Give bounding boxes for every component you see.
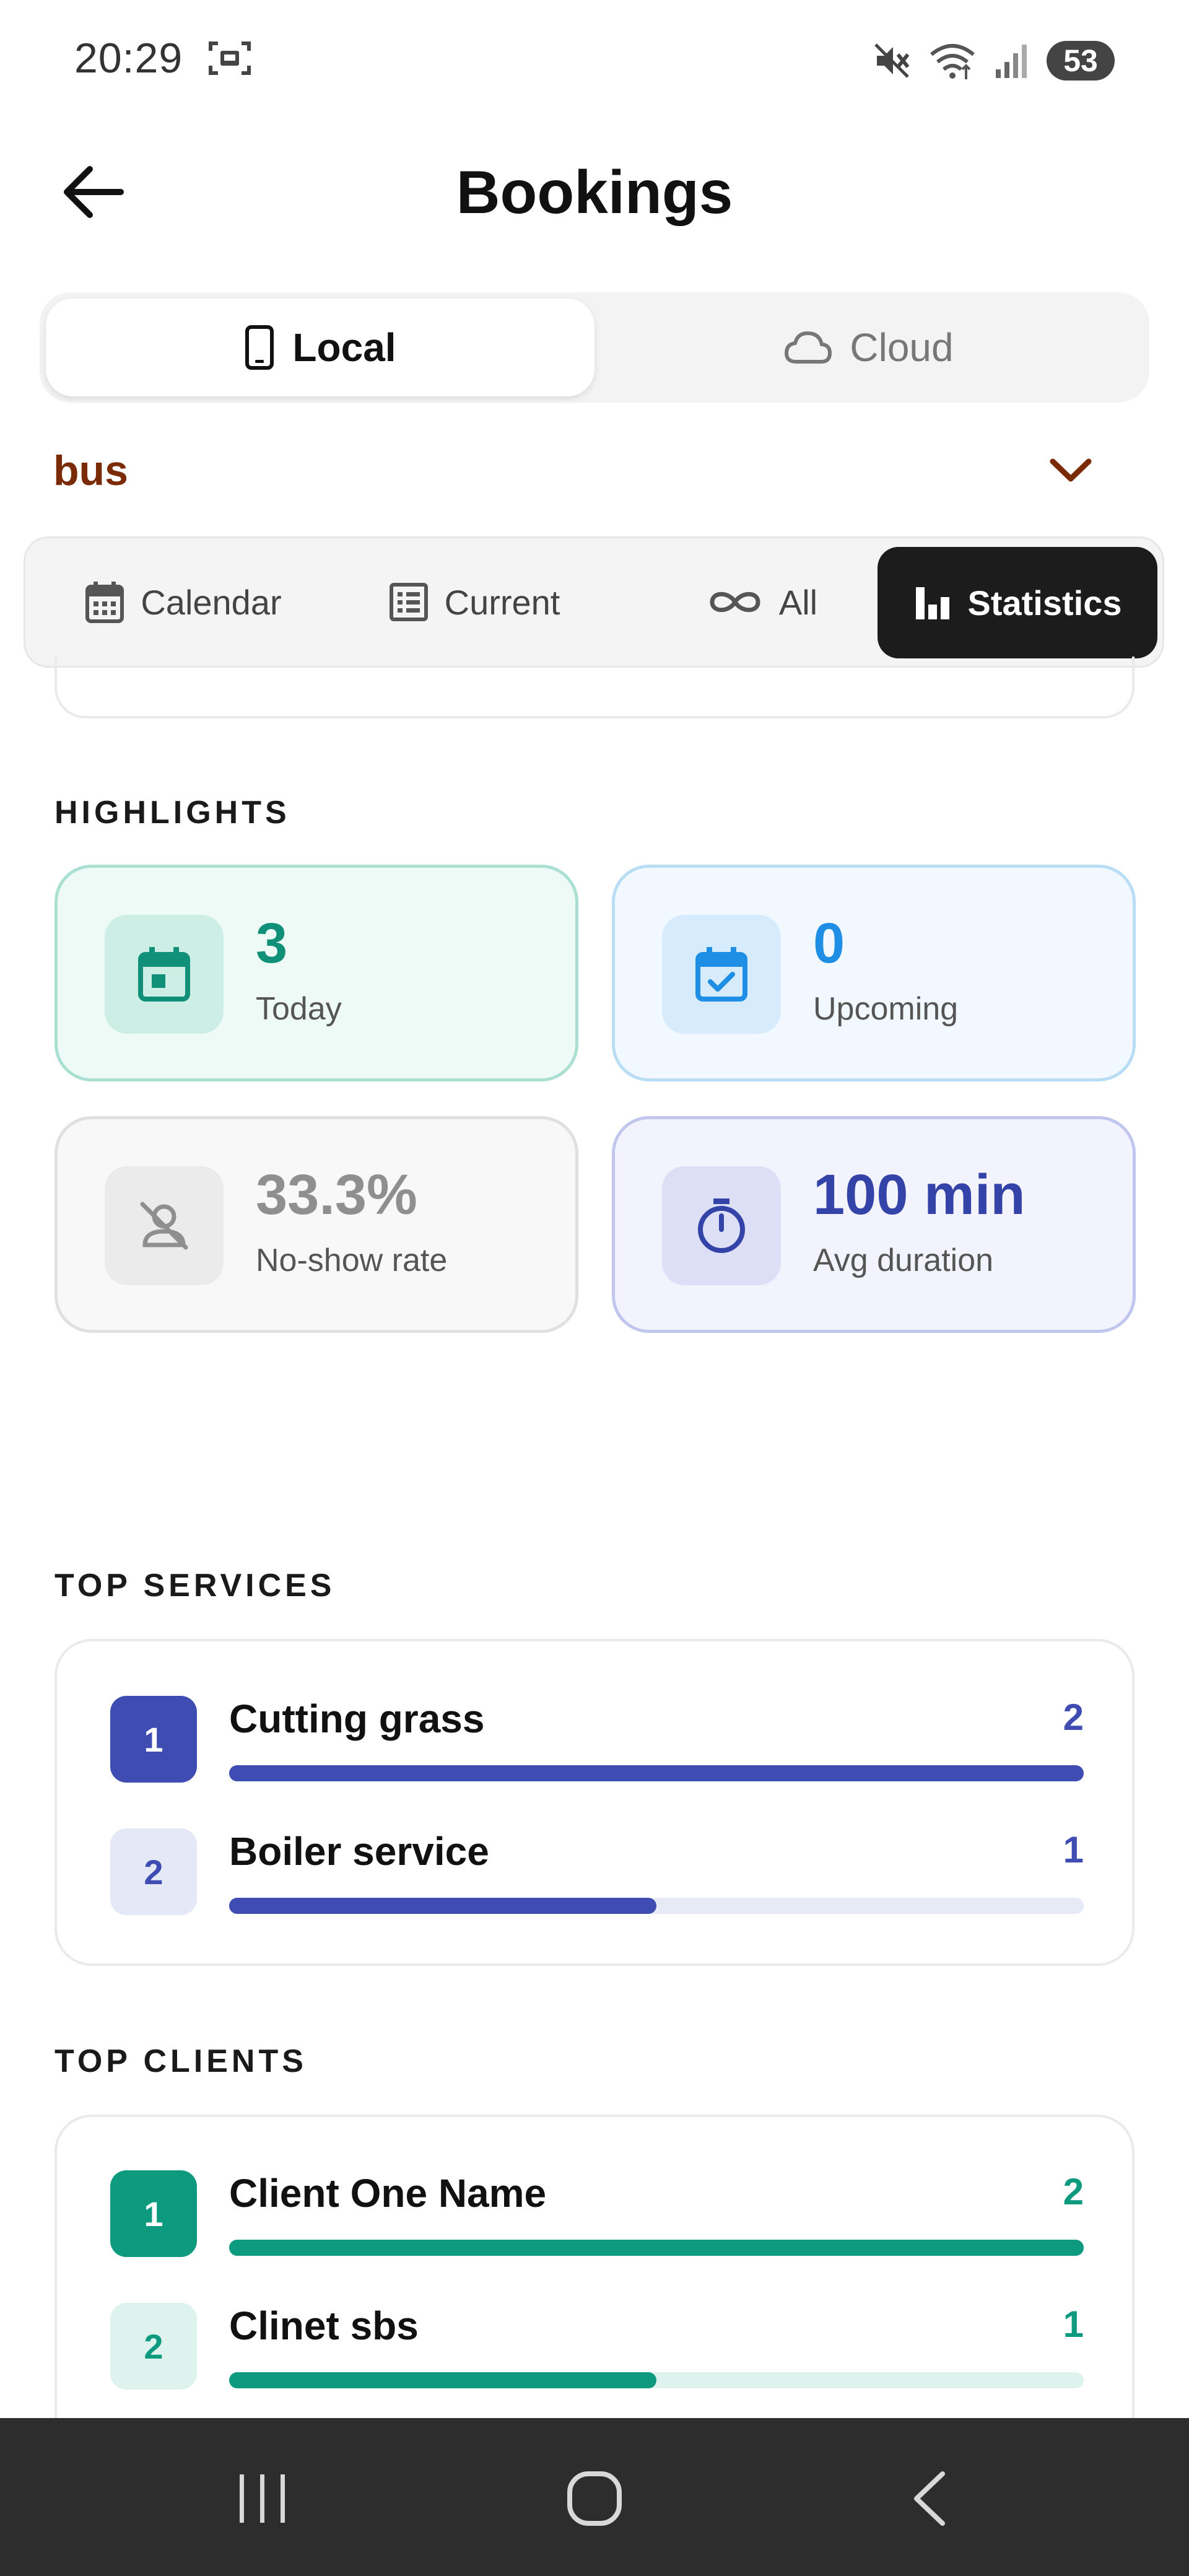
status-icons: 53 <box>872 36 1115 85</box>
stat-card-today: 3 Today <box>54 865 578 1081</box>
calendar-today-icon <box>105 915 224 1034</box>
home-icon <box>567 2471 622 2526</box>
list-item[interactable]: 1 Cutting grass 2 <box>110 1696 1084 1789</box>
source-toggle: Local Cloud <box>40 292 1149 403</box>
infinity-icon <box>710 592 760 613</box>
stat-label-today: Today <box>256 991 342 1027</box>
calendar-today-glyph <box>138 947 190 1002</box>
progress-fill <box>229 1898 656 1914</box>
system-back-button[interactable] <box>867 2455 991 2542</box>
calendar-check-icon <box>662 915 781 1034</box>
app-bar: Bookings <box>0 136 1189 248</box>
business-dropdown-value: bus <box>53 447 128 494</box>
person-off-icon <box>105 1166 224 1285</box>
tab-all[interactable]: All <box>632 538 892 666</box>
list-icon <box>389 583 428 621</box>
stat-card-avg-duration: 100 min Avg duration <box>612 1116 1136 1333</box>
calendar-check-glyph <box>695 947 747 1002</box>
stat-value-no-show: 33.3% <box>256 1163 417 1226</box>
tab-calendar-label: Calendar <box>141 582 282 622</box>
stat-value-today: 3 <box>256 912 288 975</box>
signal-icon <box>996 45 1027 78</box>
stat-label-no-show: No-show rate <box>256 1242 448 1278</box>
rank-badge: 1 <box>110 1696 197 1783</box>
tab-current-label: Current <box>444 582 560 622</box>
rank-badge: 2 <box>110 2303 197 2390</box>
client-name: Clinet sbs <box>229 2303 419 2348</box>
card-edge <box>54 657 1135 718</box>
local-label: Local <box>292 325 396 370</box>
progress-fill <box>229 2372 656 2388</box>
service-name: Boiler service <box>229 1829 489 1874</box>
rank-badge: 2 <box>110 1828 197 1915</box>
cloud-icon <box>785 331 832 364</box>
calendar-icon <box>85 582 124 623</box>
top-services-heading: TOP SERVICES <box>54 1568 336 1604</box>
chevron-down-icon <box>1050 458 1092 482</box>
back-button[interactable] <box>56 155 130 229</box>
page-title: Bookings <box>456 158 733 226</box>
client-count: 2 <box>1063 2171 1084 2212</box>
tab-current[interactable]: Current <box>341 538 608 666</box>
tab-all-label: All <box>778 582 818 622</box>
service-name: Cutting grass <box>229 1696 485 1741</box>
progress-track <box>229 1898 1084 1914</box>
arrow-left-icon <box>64 166 124 218</box>
client-name: Client One Name <box>229 2171 547 2216</box>
person-off-glyph <box>140 1202 188 1250</box>
tab-statistics[interactable]: Statistics <box>878 547 1157 658</box>
stat-value-upcoming: 0 <box>813 912 845 975</box>
view-tabs: Calendar Current All Statistics <box>24 536 1164 668</box>
service-count: 2 <box>1063 1696 1084 1738</box>
local-tab[interactable]: Local <box>46 299 594 396</box>
back-icon <box>914 2471 945 2526</box>
stat-card-upcoming: 0 Upcoming <box>612 865 1136 1081</box>
cloud-label: Cloud <box>850 325 954 370</box>
tab-statistics-label: Statistics <box>967 583 1122 622</box>
progress-track <box>229 2240 1084 2256</box>
list-item[interactable]: 2 Boiler service 1 <box>110 1828 1084 1921</box>
list-item[interactable]: 2 Clinet sbs 1 <box>110 2303 1084 2396</box>
list-item[interactable]: 1 Client One Name 2 <box>110 2170 1084 2263</box>
cloud-tab[interactable]: Cloud <box>594 299 1143 396</box>
progress-fill <box>229 1765 1084 1781</box>
stat-card-no-show: 33.3% No-show rate <box>54 1116 578 1333</box>
top-services-card: 1 Cutting grass 2 2 Boiler service 1 <box>54 1639 1135 1966</box>
battery-indicator: 53 <box>1047 41 1115 81</box>
progress-track <box>229 1765 1084 1781</box>
status-bar: 20:29 53 <box>0 0 1189 124</box>
progress-track <box>229 2372 1084 2388</box>
system-nav-bar <box>0 2418 1189 2576</box>
rank-badge: 1 <box>110 2170 197 2257</box>
mute-icon <box>874 43 910 78</box>
bar-chart-icon <box>915 587 949 619</box>
recents-icon <box>240 2474 285 2523</box>
client-count: 1 <box>1063 2303 1084 2345</box>
screenshot-icon <box>209 41 251 75</box>
highlights-heading: HIGHLIGHTS <box>54 795 290 831</box>
timer-icon <box>662 1166 781 1285</box>
recents-button[interactable] <box>201 2455 324 2542</box>
phone-icon <box>245 325 274 370</box>
stat-label-upcoming: Upcoming <box>813 991 959 1027</box>
wifi-icon <box>930 44 975 79</box>
progress-fill <box>229 2240 1084 2256</box>
stat-value-avg-duration: 100 min <box>813 1163 1026 1226</box>
service-count: 1 <box>1063 1829 1084 1871</box>
top-clients-heading: TOP CLIENTS <box>54 2043 307 2079</box>
status-time: 20:29 <box>74 35 183 82</box>
tab-calendar[interactable]: Calendar <box>50 538 316 666</box>
home-button[interactable] <box>533 2455 656 2542</box>
stat-label-avg-duration: Avg duration <box>813 1242 994 1278</box>
business-dropdown[interactable]: bus <box>53 434 1094 508</box>
timer-glyph <box>698 1198 745 1253</box>
